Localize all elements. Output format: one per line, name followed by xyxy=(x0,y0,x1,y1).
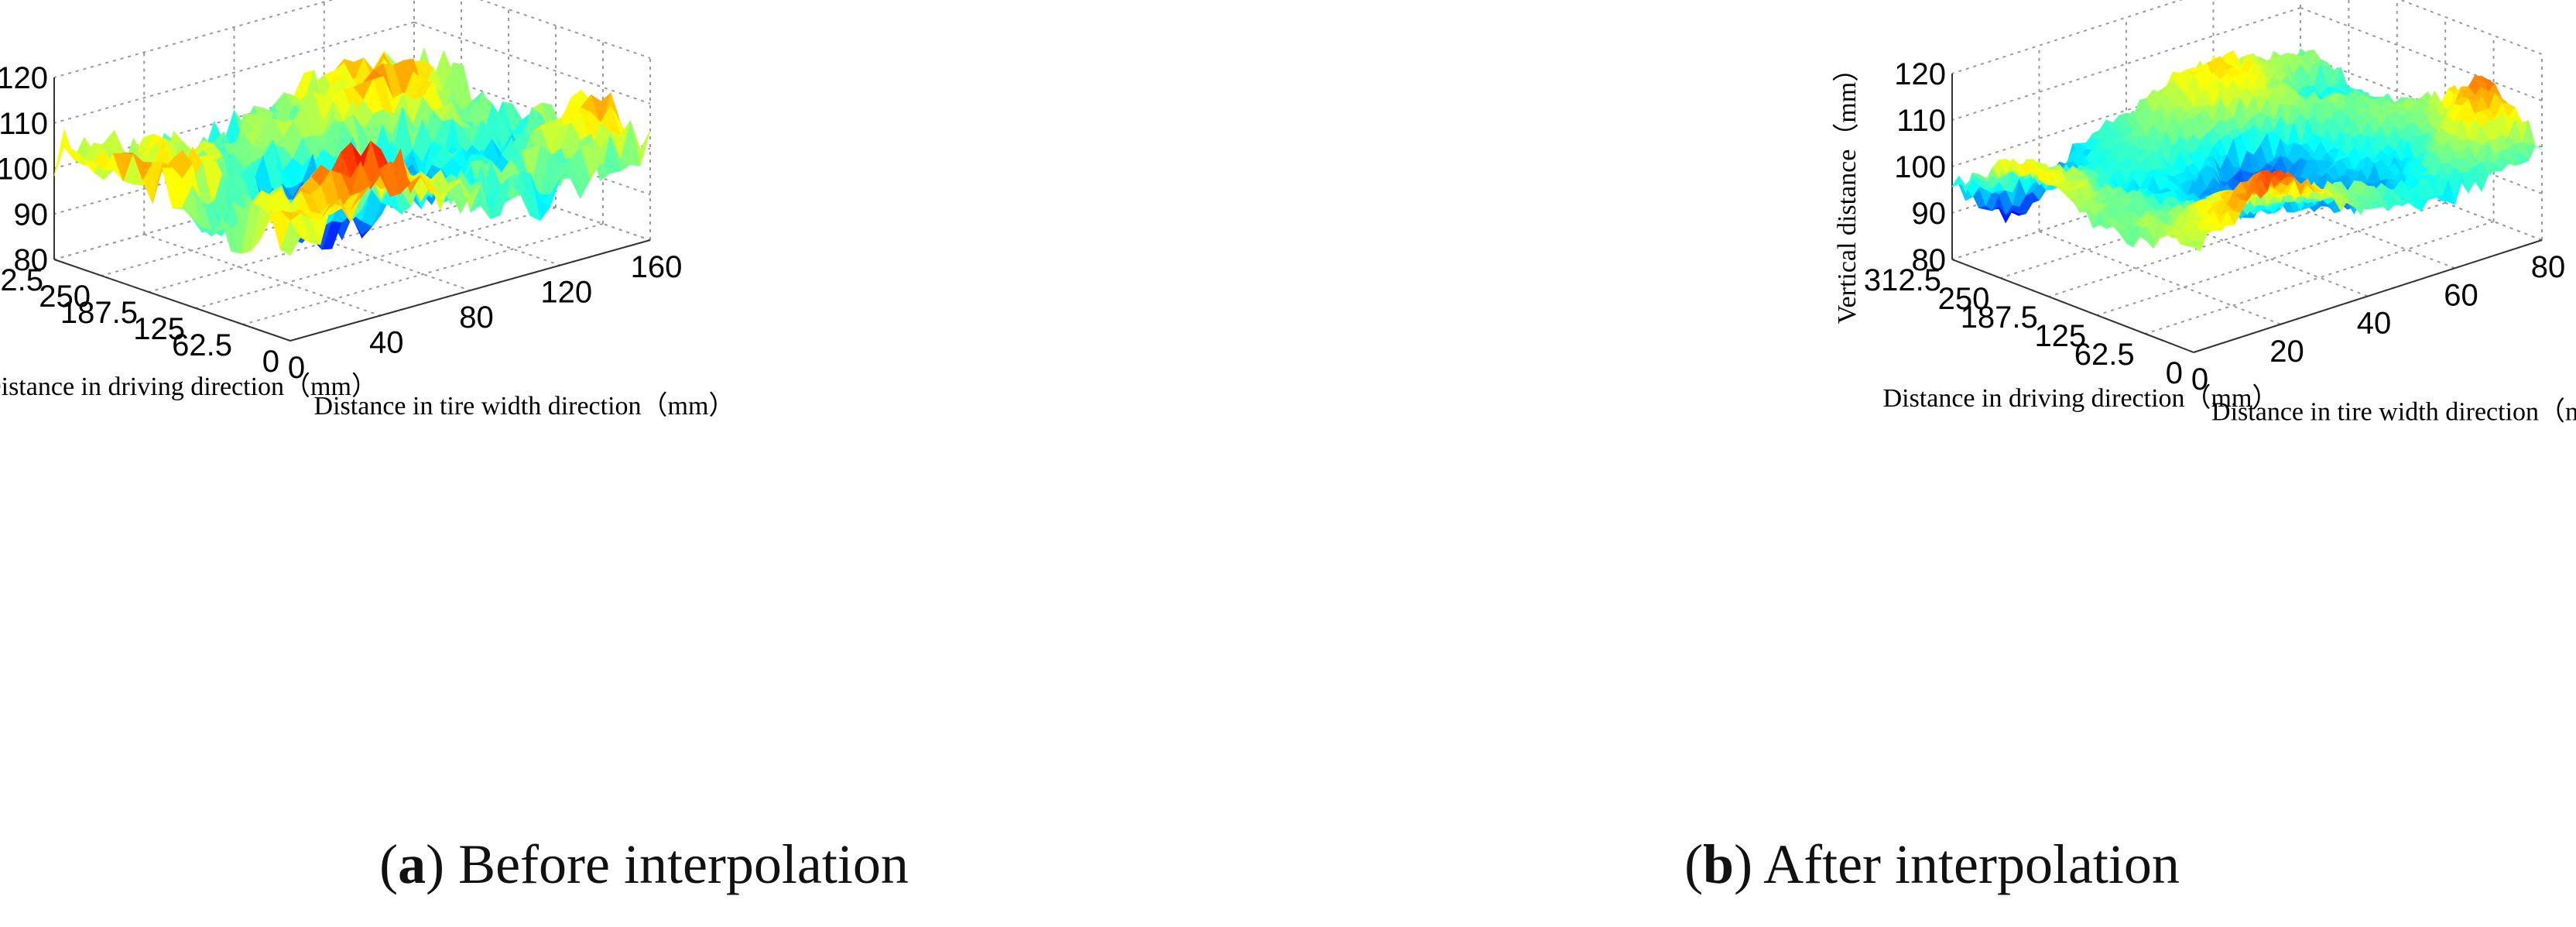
z-tick-label: 100 xyxy=(1894,150,1946,184)
y-tick-label: 0 xyxy=(262,345,279,379)
x-axis-label: Distance in tire width direction（mm） xyxy=(2211,397,2576,427)
caption-text: After interpolation xyxy=(1752,833,2180,895)
x-tick-label: 40 xyxy=(2357,307,2392,341)
x-tick-label: 80 xyxy=(459,300,494,335)
surface xyxy=(53,46,651,256)
panel-after-interpolation: 80 90 100 110 120 0 62.5 125 187.5 250 312.5 0 20 40 6… xyxy=(1288,0,2576,927)
y-tick-label: 62.5 xyxy=(2074,338,2135,372)
y-tick-label: 125 xyxy=(133,312,185,346)
z-tick-label: 90 xyxy=(1912,197,1947,231)
y-tick-label: 312.5 xyxy=(1864,263,1941,297)
caption-letter: b xyxy=(1703,833,1735,895)
caption-letter: a xyxy=(398,833,426,895)
x-tick-label: 60 xyxy=(2444,278,2478,312)
z-tick-label: 110 xyxy=(1896,104,1946,138)
x-tick-label: 0 xyxy=(288,351,305,385)
z-tick-label: 120 xyxy=(1894,57,1946,91)
x-tick-label: 40 xyxy=(369,326,404,360)
y-tick-label: 312.5 xyxy=(0,263,43,297)
x-tick-label: 20 xyxy=(2269,335,2304,369)
axes xyxy=(53,77,651,342)
y-tick-label: 0 xyxy=(2166,356,2183,390)
z-tick-label: 100 xyxy=(0,153,48,187)
x-axis-label: Distance in tire width direction（mm） xyxy=(314,391,735,421)
axes xyxy=(1951,74,2543,353)
surface-facet xyxy=(2187,242,2201,252)
y-tick-label: 250 xyxy=(1938,282,1990,316)
surface-facet xyxy=(279,220,301,256)
y-tick-label: 187.5 xyxy=(1961,300,2038,335)
caption-a: (a) Before interpolation xyxy=(379,833,909,895)
caption-b: (b) After interpolation xyxy=(1684,833,2180,895)
x-tick-label: 160 xyxy=(631,250,683,284)
z-tick-label: 80 xyxy=(1912,243,1947,277)
y-tick-label: 125 xyxy=(2034,319,2086,353)
x-tick-label: 120 xyxy=(540,276,592,310)
x-tick-label: 80 xyxy=(2531,250,2566,284)
z-tick-label: 90 xyxy=(14,197,49,232)
y-axis-label: Distance in driving direction（mm） xyxy=(1883,383,2279,413)
y-tick-label: 250 xyxy=(39,280,91,314)
z-tick-label: 120 xyxy=(0,61,48,95)
caption-text: Before interpolation xyxy=(444,833,909,895)
z-tick-label: 110 xyxy=(0,107,48,141)
x-tick-label: 0 xyxy=(2191,362,2208,397)
y-tick-label: 62.5 xyxy=(172,328,232,362)
z-axis-label: Vertical distance（mm） xyxy=(1832,56,1862,324)
y-tick-label: 187.5 xyxy=(60,296,138,330)
surface xyxy=(1951,48,2543,252)
z-tick-label: 80 xyxy=(14,243,49,277)
y-axis-label: Distance in driving direction（mm） xyxy=(0,372,378,401)
